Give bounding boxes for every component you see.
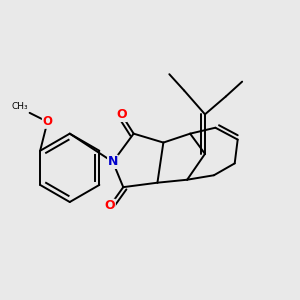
Text: N: N xyxy=(108,155,118,168)
Text: CH₃: CH₃ xyxy=(11,102,28,111)
Text: O: O xyxy=(43,115,52,128)
Text: O: O xyxy=(105,200,115,212)
Text: O: O xyxy=(116,108,127,122)
